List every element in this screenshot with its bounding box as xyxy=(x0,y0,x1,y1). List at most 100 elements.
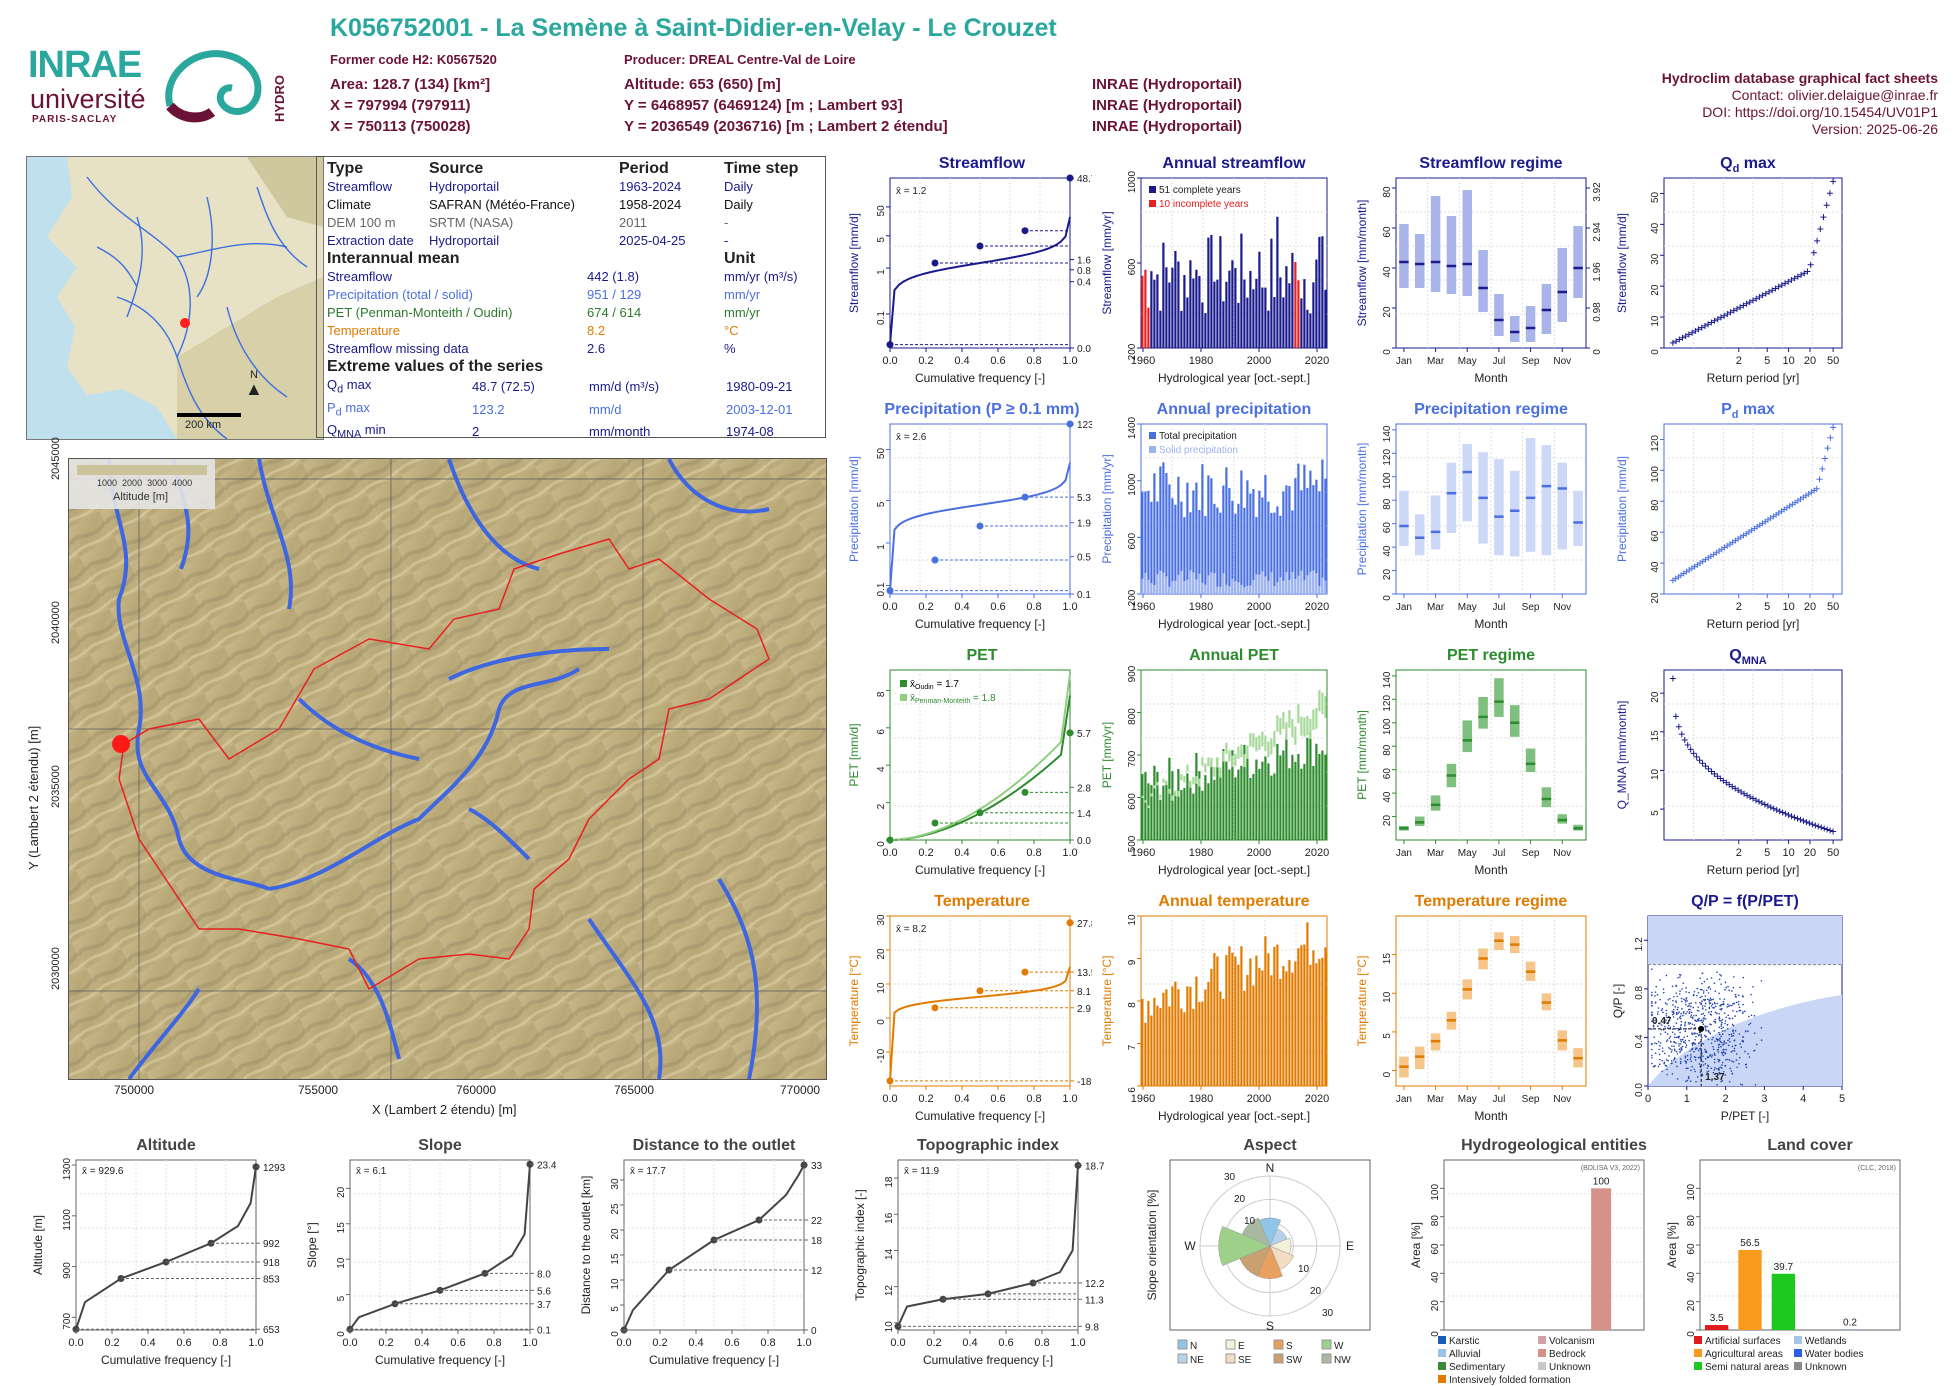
data-point xyxy=(1713,1020,1715,1023)
data-point xyxy=(1697,1006,1700,1008)
y-tick-label: 15 xyxy=(1650,730,1661,742)
doi[interactable]: DOI: https://doi.org/10.15454/UV01P1 xyxy=(1702,104,1938,120)
data-point xyxy=(1720,1051,1723,1054)
contact[interactable]: Contact: olivier.delaigue@inrae.fr xyxy=(1731,87,1938,103)
bar xyxy=(1276,216,1279,348)
bar xyxy=(1324,947,1327,1086)
bar xyxy=(1276,506,1279,594)
data-point xyxy=(1722,1000,1725,1003)
data-point xyxy=(1707,992,1710,994)
data-point xyxy=(1759,292,1766,299)
legend-label: NW xyxy=(1334,1355,1351,1366)
bar-secondary xyxy=(1288,580,1291,594)
y-tick-label: 20 xyxy=(1650,592,1661,604)
data-point xyxy=(1685,331,1692,338)
chart-title: Q/P = f(P/PET) xyxy=(1691,893,1799,910)
data-point xyxy=(1659,1058,1661,1061)
data-point xyxy=(1654,1001,1657,1004)
producer: Producer: DREAL Centre-Val de Loire xyxy=(624,52,856,67)
x-tick-label: 0.4 xyxy=(140,1337,155,1349)
data-point xyxy=(1672,1004,1674,1006)
legend-label: N xyxy=(1190,1341,1197,1352)
bar-secondary xyxy=(1219,586,1222,594)
data-point xyxy=(1754,1083,1757,1086)
bar-secondary xyxy=(1276,715,1279,732)
bar-secondary xyxy=(1309,718,1312,740)
data-point xyxy=(1685,987,1687,989)
data-point xyxy=(1742,1011,1744,1013)
data-point xyxy=(1685,1012,1687,1015)
data-point xyxy=(1764,802,1771,809)
data-point xyxy=(1694,1026,1696,1029)
bar xyxy=(1255,278,1258,348)
data-point xyxy=(1721,1064,1723,1066)
aspect-sector xyxy=(1241,1217,1271,1247)
bar xyxy=(1141,491,1144,594)
data-point xyxy=(1703,980,1706,983)
row-type: DEM 100 m xyxy=(327,215,396,230)
bar xyxy=(1240,470,1243,594)
bar xyxy=(1306,737,1309,840)
data-point xyxy=(1710,1010,1713,1013)
data-point xyxy=(1689,1022,1692,1024)
bar xyxy=(1195,976,1198,1086)
bar-secondary xyxy=(1321,577,1324,594)
right-tick-label: 2.8 xyxy=(1077,783,1091,794)
y-tick-label: 80 xyxy=(1686,1215,1697,1227)
y-axis-label: Altitude [m] xyxy=(31,1215,45,1275)
map-ytick: 2035000 xyxy=(50,765,62,808)
data-point xyxy=(1702,1064,1705,1066)
data-point xyxy=(1698,1019,1700,1022)
data-point xyxy=(1691,1044,1694,1047)
data-point xyxy=(1694,1038,1696,1041)
data-point xyxy=(1683,1041,1685,1044)
former-code: Former code H2: K0567520 xyxy=(330,52,497,67)
data-point xyxy=(1662,988,1665,990)
bar xyxy=(1285,971,1288,1086)
y-axis-label: Streamflow [mm/yr] xyxy=(1100,211,1114,314)
data-point xyxy=(1659,998,1661,1001)
chart-title: PET xyxy=(966,647,997,664)
data-point xyxy=(1718,1059,1721,1062)
data-point xyxy=(1711,1079,1713,1082)
y-tick-label: 10 xyxy=(876,982,887,994)
bar-secondary xyxy=(1222,750,1225,762)
data-point xyxy=(1654,1019,1656,1022)
y-tick-label: 18 xyxy=(884,1176,895,1188)
bar xyxy=(1189,512,1192,594)
data-point xyxy=(1651,1054,1653,1057)
data-point xyxy=(1688,1023,1691,1025)
data-point xyxy=(1708,1001,1711,1003)
bar-secondary xyxy=(1177,574,1180,594)
data-point xyxy=(1731,990,1733,992)
data-point xyxy=(1679,334,1686,341)
data-point xyxy=(1674,1036,1676,1039)
x-tick-label: 2000 xyxy=(1247,1093,1271,1105)
bar xyxy=(1159,466,1162,594)
altitude-legend-title: Altitude [m] xyxy=(113,491,169,503)
data-point xyxy=(1651,1028,1653,1030)
bar xyxy=(1219,991,1222,1086)
bar xyxy=(1192,1008,1195,1086)
y-tick-label: 14 xyxy=(884,1248,895,1260)
bar-secondary xyxy=(1321,692,1324,715)
data-point xyxy=(1712,1036,1714,1039)
data-point xyxy=(1718,1012,1720,1015)
data-point xyxy=(1697,1049,1700,1052)
data-point xyxy=(1807,261,1814,268)
data-point xyxy=(1742,996,1744,998)
data-point xyxy=(1676,1078,1679,1080)
bar-secondary xyxy=(1303,580,1306,594)
data-point xyxy=(1717,1067,1720,1070)
bar xyxy=(1150,1015,1153,1086)
data-point xyxy=(1711,1003,1714,1005)
data-point xyxy=(1779,809,1786,816)
data-point xyxy=(1820,214,1827,221)
bar xyxy=(1153,765,1156,840)
bar-secondary xyxy=(1195,776,1198,784)
bar xyxy=(1309,470,1312,594)
bar xyxy=(1312,282,1315,348)
x-tick-label: 0.0 xyxy=(882,847,897,859)
regime-box xyxy=(1415,514,1425,556)
y-lambert2: Y = 2036549 (2036716) [m ; Lambert 2 éte… xyxy=(624,118,948,135)
